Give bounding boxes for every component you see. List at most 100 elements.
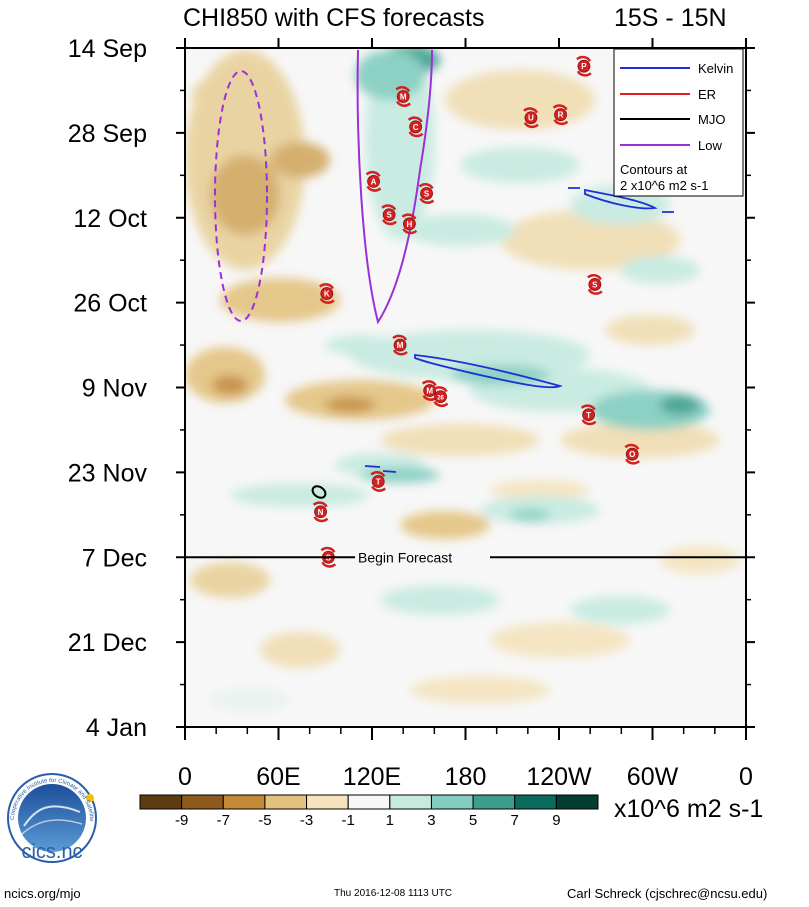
legend-label-kelvin: Kelvin — [698, 61, 733, 76]
x-tick-label: 120W — [526, 763, 592, 791]
cyclone-icon: U — [523, 107, 539, 129]
cyclone-icon: S — [418, 183, 435, 204]
colorbar-label: -9 — [175, 812, 188, 829]
kelvin-contour-1 — [568, 187, 674, 213]
logo-text: cics.nc — [21, 841, 82, 863]
x-tick-label: 0 — [178, 763, 192, 791]
colorbar-label: -3 — [300, 812, 313, 829]
chart-title: CHI850 with CFS forecasts — [183, 4, 485, 32]
colorbar-swatch — [264, 794, 308, 810]
colorbar-swatch — [306, 794, 349, 810]
x-tick-label: 60W — [627, 763, 679, 791]
cyclone-label: K — [324, 290, 330, 299]
cyclone-label: M — [426, 387, 433, 396]
colorbar-swatch — [222, 794, 266, 810]
colorbar-swatch — [389, 794, 432, 810]
cyclone-label: M — [400, 93, 407, 102]
cyclone-icon: M — [395, 86, 411, 107]
y-tick-label: 26 Oct — [73, 290, 147, 318]
cyclone-label: P — [581, 62, 587, 71]
kelvin-contour-3 — [364, 465, 397, 473]
cyclone-icon: C — [407, 116, 424, 138]
colorbar-swatch — [514, 794, 557, 810]
legend: Kelvin ER MJO Low Contours at 2 x10^6 m2… — [613, 48, 744, 197]
cyclone-label: S — [386, 211, 392, 220]
legend-note-line2: 2 x10^6 m2 s-1 — [620, 178, 708, 193]
logo-swoosh-icon — [23, 805, 81, 827]
cyclone-icon: O — [624, 443, 641, 465]
logo-swoosh-icon-2 — [21, 819, 83, 835]
low-contour-solid — [356, 49, 433, 325]
colorbar-label: -7 — [217, 812, 230, 829]
footer-timestamp: Thu 2016-12-08 1113 UTC — [334, 888, 453, 899]
chart-region: 15S - 15N — [614, 4, 727, 32]
cyclone-icon: P — [576, 55, 592, 77]
cyclone-icon: H — [401, 213, 418, 235]
colorbar-swatch — [555, 794, 599, 810]
colorbar-label: -5 — [258, 812, 271, 829]
cyclone-icon: S — [587, 274, 603, 295]
cyclone-label: R — [558, 111, 564, 120]
colorbar-swatch — [181, 794, 224, 810]
cyclone-icon: R — [552, 104, 569, 126]
cyclone-icon: A — [365, 170, 382, 192]
cyclone-icon: M — [392, 334, 408, 356]
logo-sun-icon — [86, 794, 94, 802]
colorbar-swatch — [472, 794, 516, 810]
colorbar-label: -1 — [342, 812, 355, 829]
logo-globe — [18, 784, 86, 852]
colorbar-label: 5 — [469, 812, 477, 829]
legend-label-mjo: MJO — [698, 112, 725, 127]
cyclone-label: T — [586, 411, 591, 420]
colorbar-label: 7 — [511, 812, 519, 829]
cyclone-label: S — [592, 280, 598, 289]
cyclone-label: S — [424, 190, 430, 199]
tropical-cyclones: PMURCASSHSKMM26TOTNS — [312, 55, 641, 568]
forecast-label: Begin Forecast — [358, 549, 452, 565]
y-tick-label: 12 Oct — [73, 205, 147, 233]
cyclone-icon: K — [319, 283, 335, 304]
cyclone-label: H — [407, 220, 413, 229]
y-tick-label: 9 Nov — [82, 375, 148, 403]
footer-url[interactable]: ncics.org/mjo — [4, 886, 81, 901]
colorbar: -9 -7 -5 -3 -1 1 3 5 7 9 — [139, 794, 599, 829]
contours — [214, 49, 674, 499]
cyclone-icon: T — [370, 471, 387, 492]
cyclone-label: A — [371, 177, 377, 186]
legend-label-low: Low — [698, 138, 722, 153]
cyclone-label: C — [413, 123, 419, 132]
legend-box — [613, 48, 744, 197]
colorbar-swatch — [139, 794, 183, 810]
colorbar-units: x10^6 m2 s-1 — [614, 795, 763, 823]
legend-note-line1: Contours at — [620, 162, 688, 177]
low-contour-dashed — [214, 70, 268, 322]
cyclone-label: N — [318, 508, 324, 517]
cyclone-icon: N — [312, 501, 329, 523]
cyclone-label: M — [397, 341, 404, 350]
cyclone-label: O — [629, 450, 635, 459]
x-tick-label: 180 — [445, 763, 487, 791]
colorbar-label: 9 — [552, 812, 560, 829]
y-tick-label: 14 Sep — [68, 35, 147, 63]
y-axis: 14 Sep 28 Sep 12 Oct 26 Oct 9 Nov 23 Nov 7 Dec… — [68, 35, 755, 742]
colorbar-label: 1 — [386, 812, 394, 829]
x-tick-label: 0 — [739, 763, 753, 791]
y-tick-label: 21 Dec — [68, 629, 147, 657]
cyclone-icon: T — [580, 404, 597, 426]
y-tick-label: 4 Jan — [86, 714, 147, 742]
mjo-contour — [311, 485, 327, 499]
cyclone-label: 26 — [437, 396, 444, 402]
forecast-marker: Begin Forecast — [185, 549, 746, 565]
cyclone-icon: S — [381, 204, 397, 226]
footer-author: Carl Schreck (cjschrec@ncsu.edu) — [567, 886, 768, 901]
y-tick-label: 28 Sep — [68, 120, 147, 148]
cyclone-label: T — [376, 477, 381, 486]
colorbar-swatch — [347, 794, 391, 810]
cyclone-icon: 26 — [432, 386, 449, 408]
x-tick-label: 60E — [256, 763, 300, 791]
y-tick-label: 23 Nov — [68, 459, 148, 487]
y-tick-label: 7 Dec — [82, 544, 147, 572]
colorbar-swatch — [430, 794, 474, 810]
x-axis: 0 60E 120E 180 120W 60W 0 — [178, 38, 753, 791]
